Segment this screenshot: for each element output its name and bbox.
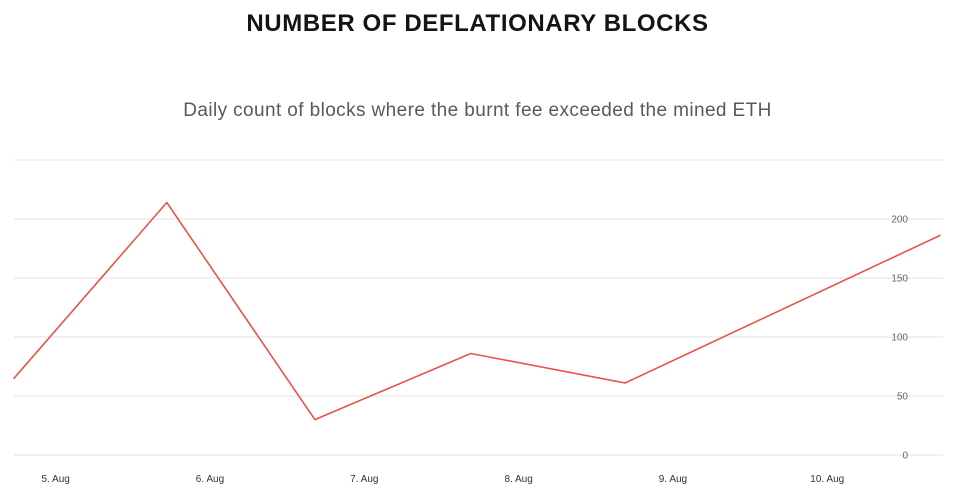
- y-axis-label: 200: [891, 215, 908, 226]
- series-line-deflationary-blocks-per-day: [13, 201, 941, 421]
- y-axis-label: 50: [897, 392, 909, 403]
- x-axis-label: 10. Aug: [810, 474, 844, 485]
- y-axis-label: 0: [902, 451, 908, 462]
- x-axis-label: 5. Aug: [41, 474, 69, 485]
- x-axis-label: 8. Aug: [504, 474, 532, 485]
- x-axis-label: 6. Aug: [196, 474, 224, 485]
- y-axis-label: 150: [891, 274, 908, 285]
- x-axis-label: 7. Aug: [350, 474, 378, 485]
- chart-subtitle: Daily count of blocks where the burnt fe…: [183, 100, 772, 121]
- chart-title: NUMBER OF DEFLATIONARY BLOCKS: [246, 10, 709, 37]
- y-axis-label: 100: [891, 333, 908, 344]
- x-axis-label: 9. Aug: [659, 474, 687, 485]
